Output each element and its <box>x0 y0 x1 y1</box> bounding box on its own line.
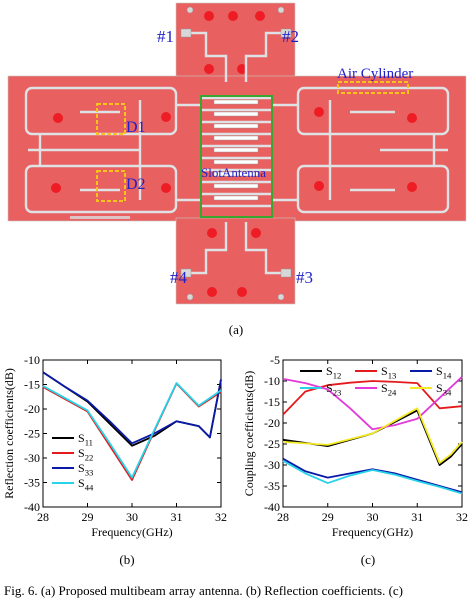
port-label-1: #1 <box>157 27 174 46</box>
chart-b-xtick-label: 32 <box>215 510 227 524</box>
chart-c-legend-label: S23 <box>326 381 341 397</box>
slot-antennas <box>213 99 259 201</box>
coupling-coefficients-chart: 28 29 30 31 32 -5 -10 -15 -20 -25 -30 -35 -40 Frequen… <box>242 353 468 539</box>
chart-c-xtick-label: 31 <box>411 510 423 524</box>
chart-b-xtick-label: 31 <box>171 510 183 524</box>
chart-b-ylabel: Reflection coefficients(dB) <box>2 368 16 499</box>
chart-c-ylabel: Coupling coefficients(dB) <box>242 371 256 496</box>
chart-b-legend-label: S11 <box>78 431 93 447</box>
chart-c-ytick-label: -35 <box>264 479 280 493</box>
chart-b-series-s33 <box>42 371 222 445</box>
chart-c-ytick-label: -15 <box>264 395 280 409</box>
chart-c-series-s34 <box>282 407 463 464</box>
chart-b-series-s44 <box>42 382 222 479</box>
slot-antenna-label: SlotAntenna <box>201 165 266 180</box>
chart-c-series-s23 <box>282 460 463 495</box>
chart-c-legend-label: S13 <box>381 364 396 380</box>
chart-c-ytick-label: -25 <box>264 437 280 451</box>
chart-b-xtick-label: 29 <box>82 510 94 524</box>
sublabel-b: (b) <box>119 552 135 567</box>
port-connectors <box>180 6 292 301</box>
d2-label: D2 <box>126 176 146 193</box>
reflection-coefficients-chart: 28 29 30 31 32 -10 -15 -20 -25 -30 -35 -40 Frequency… <box>2 353 227 539</box>
highlight-boxes <box>96 81 409 218</box>
chart-c-xtick-label: 29 <box>322 510 334 524</box>
via-fences <box>20 84 452 219</box>
chart-b-ytick-label: -15 <box>24 378 40 392</box>
chart-b-legend-label: S22 <box>78 446 93 462</box>
chart-c-xtick-label: 28 <box>277 510 289 524</box>
chart-b-series-s11 <box>42 371 222 447</box>
chart-c-xtick-label: 30 <box>367 510 379 524</box>
chart-c-legend-label: S12 <box>326 364 341 380</box>
chart-b-xlabel: Frequency(GHz) <box>91 525 172 539</box>
d1-label: D1 <box>126 119 146 136</box>
chart-b-xtick-label: 30 <box>126 510 138 524</box>
chart-c-legend-label: S34 <box>436 381 452 397</box>
chart-b-ytick-label: -35 <box>24 476 40 490</box>
chart-c-xlabel: Frequency(GHz) <box>332 525 413 539</box>
chart-c-legend-label: S14 <box>436 364 452 380</box>
chart-b-ytick-label: -40 <box>24 500 40 514</box>
d2-box <box>96 170 126 202</box>
chart-c-series-s12 <box>282 409 463 466</box>
chart-b-plot-frame <box>42 359 222 508</box>
chart-c-ytick-label: -40 <box>264 500 280 514</box>
chart-b-legend-label: S33 <box>78 461 93 477</box>
chart-b-ytick-label: -10 <box>24 353 40 367</box>
sublabel-c: (c) <box>360 552 376 567</box>
air-cylinder-label: Air Cylinder <box>337 66 413 82</box>
chart-c-series-s13 <box>282 380 463 416</box>
chart-b-ytick-label: -30 <box>24 451 40 465</box>
chart-b-series-s22 <box>42 382 222 481</box>
chart-c-ytick-label: -10 <box>264 374 280 388</box>
port-label-2: #2 <box>282 27 299 46</box>
chart-b-xtick-label: 28 <box>37 510 49 524</box>
chart-b-legend-label: S44 <box>78 476 94 492</box>
sublabel-a: (a) <box>228 322 244 337</box>
air-cylinder-box <box>337 81 409 94</box>
chart-c-ytick-label: -30 <box>264 458 280 472</box>
chart-c-series-s24 <box>282 376 463 431</box>
chart-c-xtick-label: 32 <box>456 510 468 524</box>
chart-c-ytick-label: -20 <box>264 416 280 430</box>
feed-network <box>24 31 450 275</box>
slot-antenna-box <box>200 95 273 218</box>
chart-c-legend-label: S24 <box>381 381 397 397</box>
chart-b-ytick-label: -25 <box>24 427 40 441</box>
substrate <box>7 2 467 305</box>
chart-b-ytick-label: -20 <box>24 402 40 416</box>
figure-caption: Fig. 6. (a) Proposed multibeam array ant… <box>4 583 404 598</box>
antenna-layout-figure: #1 #2 #3 #4 Air Cylinder D1 D2 SlotAnten… <box>7 2 467 305</box>
port-label-4: #4 <box>170 268 188 287</box>
d1-box <box>96 103 126 135</box>
chart-c-ytick-label: -5 <box>270 353 280 367</box>
substrate-holes <box>51 11 417 297</box>
port-label-3: #3 <box>296 268 313 287</box>
